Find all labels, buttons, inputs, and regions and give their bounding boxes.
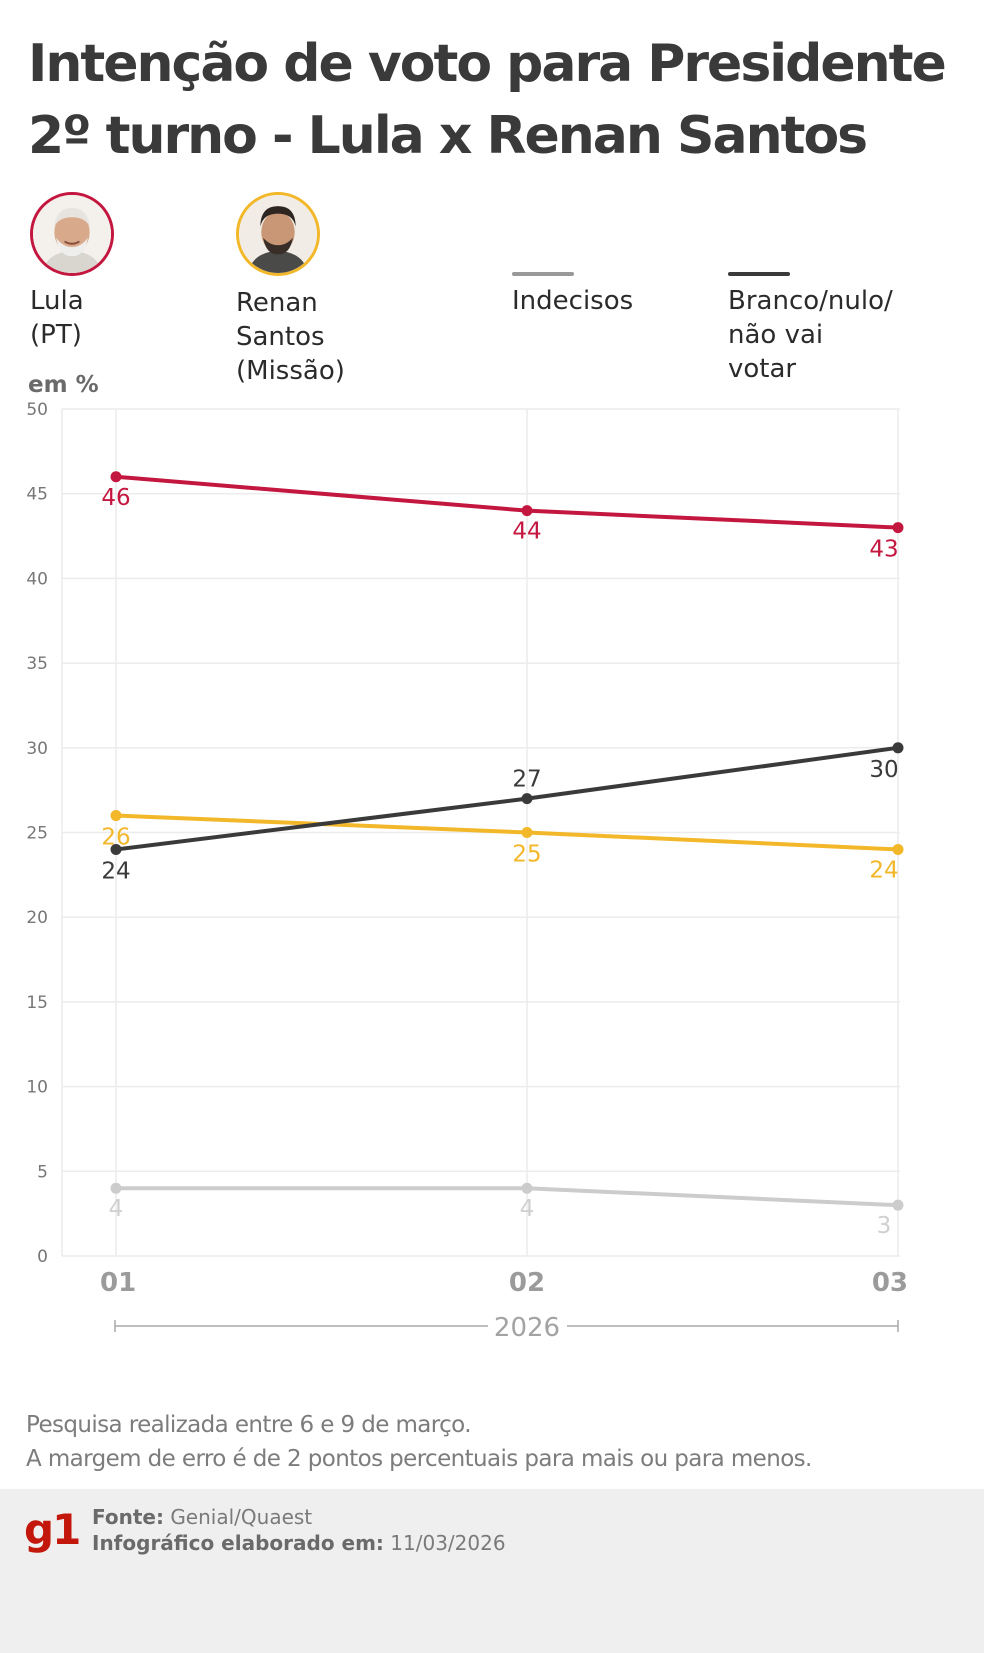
series-0-point-01 <box>110 471 122 483</box>
y-tick-label-10: 10 <box>26 1078 48 1098</box>
y-tick-label-15: 15 <box>26 993 48 1013</box>
y-tick-label-35: 35 <box>26 654 48 674</box>
footer: g1 Fonte: Genial/Quaest Infográfico elab… <box>0 1489 984 1653</box>
y-tick-label-20: 20 <box>26 908 48 928</box>
legend-label-lula: Lula (PT) <box>30 286 84 350</box>
y-tick-label-40: 40 <box>26 569 48 589</box>
y-unit-label: em % <box>28 372 99 398</box>
x-tick-label-02: 02 <box>509 1268 545 1298</box>
series-2-point-01 <box>110 843 122 855</box>
renan-photo-icon <box>236 192 320 276</box>
legend-label-indecisos: Indecisos <box>512 286 634 316</box>
series-3-point-02 <box>521 1182 533 1194</box>
g1-logo: g1 <box>24 1505 81 1554</box>
lula-photo-icon <box>30 192 114 276</box>
series-0-point-03 <box>892 522 904 534</box>
y-tick-label-30: 30 <box>26 739 48 759</box>
x-tick-label-03: 03 <box>872 1268 908 1298</box>
chart-title-line-1: Intenção de voto para Presidente <box>28 34 947 94</box>
x-axis-year-label: 2026 <box>494 1313 560 1343</box>
note-line-2: A margem de erro é de 2 pontos percentua… <box>26 1446 812 1472</box>
series-3-label-01: 4 <box>109 1196 124 1222</box>
series-1-label-03: 24 <box>869 857 898 883</box>
series-3-point-01 <box>110 1182 122 1194</box>
series-3-label-03: 3 <box>877 1213 892 1239</box>
y-tick-label-25: 25 <box>26 824 48 844</box>
footer-date-label: Infográfico elaborado em: <box>92 1531 384 1555</box>
chart-title-line-2: 2º turno - Lula x Renan Santos <box>28 106 868 166</box>
y-tick-label-0: 0 <box>37 1247 48 1267</box>
legend-line-indecisos <box>512 272 574 276</box>
series-3-point-03 <box>892 1199 904 1211</box>
series-2-label-03: 30 <box>869 757 898 783</box>
footer-source-value: Genial/Quaest <box>170 1505 313 1529</box>
series-3-label-02: 4 <box>520 1196 535 1222</box>
series-1-label-01: 26 <box>101 825 130 851</box>
series-2-line <box>114 745 900 852</box>
chart-title: Intenção de voto para Presidente 2º turn… <box>28 28 968 172</box>
footer-source-label: Fonte: <box>92 1505 164 1529</box>
series-2-point-03 <box>892 742 904 754</box>
series-1-point-01 <box>110 810 122 822</box>
legend-label-renan: Renan Santos (Missão) <box>236 288 345 386</box>
x-tick-label-01: 01 <box>100 1268 136 1298</box>
series-1-label-02: 25 <box>512 842 541 868</box>
methodology-note: Pesquisa realizada entre 6 e 9 de março.… <box>26 1408 812 1476</box>
series-3-line <box>114 1186 900 1208</box>
footer-date-value: 11/03/2026 <box>390 1531 506 1555</box>
y-tick-label-5: 5 <box>37 1162 48 1182</box>
note-line-1: Pesquisa realizada entre 6 e 9 de março. <box>26 1412 472 1438</box>
series-2-label-02: 27 <box>512 767 541 793</box>
y-tick-label-50: 50 <box>26 400 48 420</box>
series-2-point-02 <box>521 793 533 805</box>
legend-line-branco <box>728 272 790 276</box>
footer-source: Fonte: Genial/Quaest <box>92 1505 312 1529</box>
y-tick-label-45: 45 <box>26 485 48 505</box>
series-0-label-03: 43 <box>869 537 898 563</box>
series-0-label-02: 44 <box>512 519 541 545</box>
series-0-point-02 <box>521 505 533 517</box>
series-2-label-01: 24 <box>101 858 130 884</box>
series-0-label-01: 46 <box>101 485 130 511</box>
legend-label-branco: Branco/nulo/ não vai votar <box>728 286 893 384</box>
series-1-point-03 <box>892 843 904 855</box>
series-0-line <box>114 474 900 530</box>
series-1-point-02 <box>521 827 533 838</box>
footer-date: Infográfico elaborado em: 11/03/2026 <box>92 1531 506 1555</box>
